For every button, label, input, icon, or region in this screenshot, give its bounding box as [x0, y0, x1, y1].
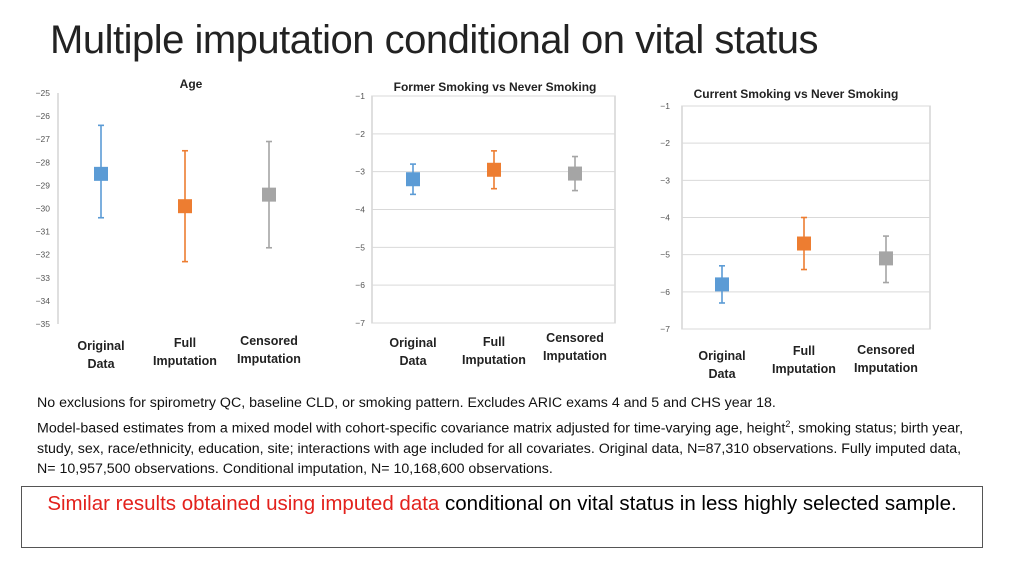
- category-label: Data: [87, 357, 115, 371]
- y-tick-label: −3: [355, 167, 365, 177]
- conclusion-box: Similar results obtained using imputed d…: [21, 486, 983, 548]
- category-label: Full: [483, 335, 505, 349]
- y-tick-label: −4: [660, 213, 670, 223]
- full-estimate-marker: [178, 199, 192, 214]
- category-label: Imputation: [854, 361, 918, 375]
- notes-text-rest: , smoking status; birth year, study, sex…: [37, 420, 964, 478]
- original-estimate-marker: [94, 166, 108, 181]
- category-label: Original: [389, 336, 436, 350]
- category-label: Original: [698, 349, 745, 363]
- slide-title: Multiple imputation conditional on vital…: [50, 18, 819, 62]
- y-tick-label: −1: [355, 91, 365, 101]
- y-tick-label: −32: [36, 250, 51, 260]
- y-tick-label: −25: [36, 88, 51, 98]
- y-tick-label: −31: [36, 227, 51, 237]
- y-tick-label: −34: [36, 296, 51, 306]
- y-tick-label: −7: [660, 324, 670, 334]
- category-label: Censored: [857, 343, 915, 357]
- chart-title: Age: [180, 77, 203, 91]
- category-label: Censored: [240, 334, 298, 348]
- errorbar-charts: Age −25 −26 −27 −28 −29 −30 −31 −32 −33 −34 −35 Orig…: [36, 77, 931, 381]
- original-estimate-marker: [715, 277, 729, 292]
- category-label: Data: [399, 354, 427, 368]
- category-label: Full: [793, 344, 815, 358]
- y-tick-label: −28: [36, 157, 51, 167]
- y-tick-label: −6: [660, 287, 670, 297]
- y-tick-label: −35: [36, 319, 51, 329]
- category-label: Imputation: [462, 353, 526, 367]
- y-tick-label: −7: [355, 318, 365, 328]
- y-tick-label: −4: [355, 205, 365, 215]
- category-label: Original: [77, 339, 124, 353]
- category-label: Imputation: [153, 354, 217, 368]
- notes-superscript: 2: [785, 418, 791, 429]
- category-label: Censored: [546, 331, 604, 345]
- censored-estimate-marker: [262, 187, 276, 202]
- category-label: Imputation: [237, 352, 301, 366]
- y-tick-label: −30: [36, 204, 51, 214]
- notes-line-2: Model-based estimates from a mixed model…: [37, 414, 982, 480]
- conclusion-text: conditional on vital status in less high…: [439, 492, 957, 515]
- chart-title: Current Smoking vs Never Smoking: [694, 87, 899, 101]
- censored-estimate-marker: [568, 166, 582, 181]
- y-tick-label: −26: [36, 111, 51, 121]
- category-label: Full: [174, 336, 196, 350]
- y-tick-label: −5: [660, 250, 670, 260]
- y-tick-label: −3: [660, 175, 670, 185]
- full-estimate-marker: [797, 236, 811, 251]
- y-tick-label: −1: [660, 101, 670, 111]
- footnotes: No exclusions for spirometry QC, baselin…: [37, 393, 982, 480]
- y-tick-label: −33: [36, 273, 51, 283]
- y-tick-label: −27: [36, 134, 51, 144]
- y-tick-label: −29: [36, 180, 51, 190]
- y-tick-label: −5: [355, 242, 365, 252]
- notes-line-1: No exclusions for spirometry QC, baselin…: [37, 395, 776, 411]
- y-tick-label: −2: [660, 138, 670, 148]
- category-label: Imputation: [772, 362, 836, 376]
- conclusion-highlight: Similar results obtained using imputed d…: [47, 492, 440, 515]
- censored-estimate-marker: [879, 251, 893, 266]
- full-estimate-marker: [487, 162, 501, 177]
- chart-title: Former Smoking vs Never Smoking: [394, 80, 597, 94]
- notes-text: Model-based estimates from a mixed model…: [37, 420, 786, 437]
- y-tick-label: −6: [355, 280, 365, 290]
- original-estimate-marker: [406, 172, 420, 187]
- category-label: Imputation: [543, 349, 607, 363]
- y-tick-label: −2: [355, 129, 365, 139]
- category-label: Data: [708, 367, 736, 381]
